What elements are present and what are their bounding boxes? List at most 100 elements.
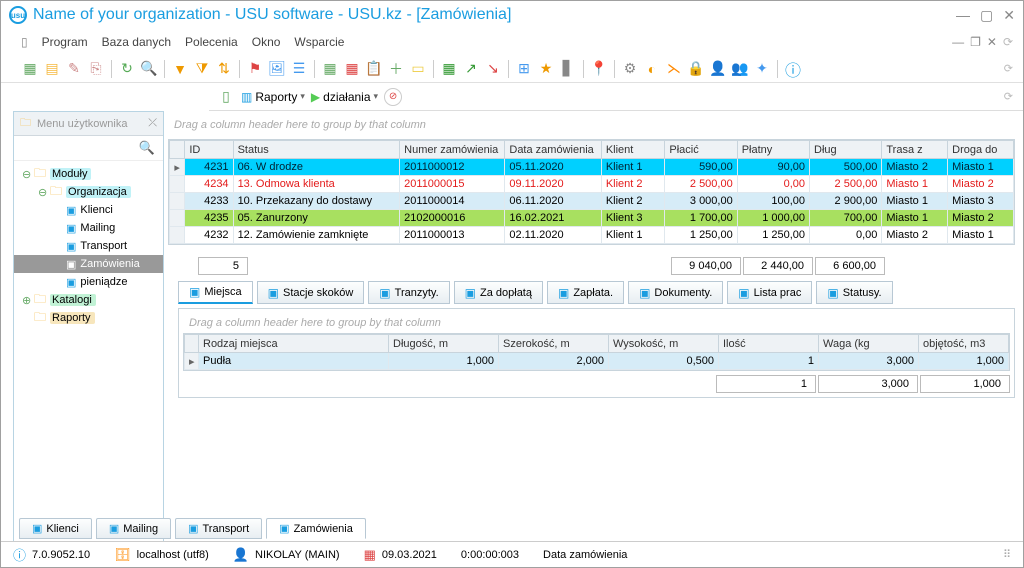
window-tab[interactable]: ▣Mailing xyxy=(96,518,171,539)
detail-tab[interactable]: ▣Lista prac xyxy=(727,281,812,304)
tool-import-icon[interactable]: ↘ xyxy=(484,60,502,78)
grid-summary: 5 9 040,00 2 440,00 6 600,00 xyxy=(168,257,1015,275)
actions-dropdown[interactable]: ▶działania xyxy=(311,90,378,104)
tree-node[interactable]: ▣Mailing xyxy=(14,219,163,237)
status-time: 0:00:00:003 xyxy=(461,549,519,561)
tool-add-icon[interactable]: ＋ xyxy=(387,60,405,78)
tool-grid-icon[interactable]: ▦ xyxy=(321,60,339,78)
mdi-help-button[interactable]: ⟳ xyxy=(1003,35,1013,49)
tool-excel-icon[interactable]: ▦ xyxy=(440,60,458,78)
summary-count: 5 xyxy=(198,257,248,275)
detail-tab[interactable]: ▣Statusy. xyxy=(816,281,892,304)
detail-tab[interactable]: ▣Za dopłatą xyxy=(454,281,543,304)
status-host: localhost (utf8) xyxy=(137,549,209,561)
tool-edit-icon[interactable]: ✎ xyxy=(65,60,83,78)
tool-image-icon[interactable]: 🖼 xyxy=(268,60,286,78)
mdi-minimize-button[interactable]: — xyxy=(952,35,964,49)
tool-lock-icon[interactable]: 🔒 xyxy=(687,60,705,78)
tool-calendar-icon[interactable]: ▦ xyxy=(343,60,361,78)
status-info-icon: ⓘ xyxy=(13,545,26,564)
menu-window[interactable]: Okno xyxy=(252,35,281,49)
window-title: Name of your organization - USU software… xyxy=(33,6,956,24)
toolbar-divider xyxy=(777,60,778,78)
sidebar-tree: ⊖🗀Moduły⊖🗀Organizacja▣Klienci▣Mailing▣Tr… xyxy=(14,161,163,331)
detail-tab[interactable]: ▣Tranzyty. xyxy=(368,281,449,304)
tool-palette-icon[interactable]: ◐ xyxy=(643,60,661,78)
tool-window-icon[interactable]: ⊞ xyxy=(515,60,533,78)
tool-clipboard-icon[interactable]: 📋 xyxy=(365,60,383,78)
tree-node[interactable]: ⊕🗀Katalogi xyxy=(14,291,163,309)
summary-total-1: 2 440,00 xyxy=(743,257,813,275)
sidebar: 🗀 Menu użytkownika ⤫ 🔍 ⊖🗀Moduły⊖🗀Organiz… xyxy=(13,111,164,551)
detail-tab[interactable]: ▣Miejsca xyxy=(178,281,253,304)
tool-chart-icon[interactable]: ▋ xyxy=(559,60,577,78)
mdi-close-button[interactable]: ✕ xyxy=(987,35,997,49)
tree-node[interactable]: ▣Klienci xyxy=(14,201,163,219)
tree-node[interactable]: ▣Transport xyxy=(14,237,163,255)
tool-list-icon[interactable]: ☰ xyxy=(290,60,308,78)
mdi-restore-button[interactable]: ❐ xyxy=(970,35,981,49)
tool-info-icon[interactable]: ⓘ xyxy=(784,60,802,78)
window-tab[interactable]: ▣Klienci xyxy=(19,518,92,539)
summary-total-2: 6 600,00 xyxy=(815,257,885,275)
tool-gear-icon[interactable]: ⚙ xyxy=(621,60,639,78)
subtool-refresh-icon[interactable]: ⟳ xyxy=(1004,90,1013,103)
subtool-grid-icon[interactable]: ▯ xyxy=(217,88,235,106)
tool-copy-icon[interactable]: ⎘ xyxy=(87,60,105,78)
menu-commands[interactable]: Polecenia xyxy=(185,35,238,49)
detail-tab[interactable]: ▣Stacje skoków xyxy=(257,281,365,304)
status-user-icon: 👤 xyxy=(233,547,249,563)
window-tab[interactable]: ▣Transport xyxy=(175,518,262,539)
tree-node[interactable]: 🗀Raporty xyxy=(14,309,163,327)
tool-doc-icon[interactable]: ▤ xyxy=(43,60,61,78)
main-grid[interactable]: IDStatusNumer zamówieniaData zamówieniaK… xyxy=(168,139,1015,245)
subgrid-summary: 1 3,000 1,000 xyxy=(183,375,1010,393)
toolbar-divider xyxy=(111,60,112,78)
minimize-button[interactable]: — xyxy=(956,7,970,24)
tool-refresh2-icon[interactable]: ⟳ xyxy=(1004,62,1013,75)
titlebar: usu Name of your organization - USU soft… xyxy=(1,1,1023,29)
tree-node[interactable]: ⊖🗀Moduły xyxy=(14,165,163,183)
close-button[interactable]: ✕ xyxy=(1003,7,1015,24)
tool-sort-icon[interactable]: ⇅ xyxy=(215,60,233,78)
status-version: 7.0.9052.10 xyxy=(32,549,90,561)
tool-note-icon[interactable]: ▭ xyxy=(409,60,427,78)
reports-dropdown[interactable]: ▥Raporty xyxy=(241,90,305,104)
sub-summary-1: 3,000 xyxy=(818,375,918,393)
tool-refresh-icon[interactable]: ↻ xyxy=(118,60,136,78)
window-tab[interactable]: ▣Zamówienia xyxy=(266,518,366,539)
tool-new-icon[interactable]: ▦ xyxy=(21,60,39,78)
detail-tab[interactable]: ▣Dokumenty. xyxy=(628,281,723,304)
maximize-button[interactable]: ▢ xyxy=(980,7,993,24)
tool-flag-icon[interactable]: ⚑ xyxy=(246,60,264,78)
tool-wand-icon[interactable]: ✦ xyxy=(753,60,771,78)
menu-support[interactable]: Wsparcie xyxy=(294,35,344,49)
detail-grid[interactable]: Rodzaj miejscaDługość, mSzerokość, mWyso… xyxy=(183,333,1010,371)
toolbar-divider xyxy=(508,60,509,78)
detail-tab[interactable]: ▣Zapłata. xyxy=(547,281,624,304)
content-area: Drag a column header here to group by th… xyxy=(168,111,1023,551)
status-db-icon: 🗄 xyxy=(114,547,131,563)
tool-funnel-icon[interactable]: ⧩ xyxy=(193,60,211,78)
menu-program[interactable]: Program xyxy=(42,35,88,49)
tool-users-icon[interactable]: 👥 xyxy=(731,60,749,78)
main-toolbar: ▦ ▤ ✎ ⎘ ↻ 🔍 ▼ ⧩ ⇅ ⚑ 🖼 ☰ ▦ ▦ 📋 ＋ ▭ ▦ ↗ ↘ … xyxy=(1,55,1023,83)
sidebar-search[interactable]: 🔍 xyxy=(14,136,163,161)
tool-star-icon[interactable]: ★ xyxy=(537,60,555,78)
tool-pin-icon[interactable]: 📍 xyxy=(590,60,608,78)
menu-database[interactable]: Baza danych xyxy=(102,35,171,49)
actions-label: działania xyxy=(323,90,370,104)
sub-summary-0: 1 xyxy=(716,375,816,393)
sub-summary-2: 1,000 xyxy=(920,375,1010,393)
tool-export-icon[interactable]: ↗ xyxy=(462,60,480,78)
tree-node[interactable]: ▣pieniądze xyxy=(14,273,163,291)
tool-filter-icon[interactable]: ▼ xyxy=(171,60,189,78)
tool-user-icon[interactable]: 👤 xyxy=(709,60,727,78)
tool-rss-icon[interactable]: ⋋ xyxy=(665,60,683,78)
sidebar-pin-icon[interactable]: ⤫ xyxy=(148,117,157,130)
tool-search-icon[interactable]: 🔍 xyxy=(140,60,158,78)
tree-node[interactable]: ▣Zamówienia xyxy=(14,255,163,273)
tree-node[interactable]: ⊖🗀Organizacja xyxy=(14,183,163,201)
menu-icon: ▯ xyxy=(21,35,28,49)
subtool-stop-icon[interactable]: ⊘ xyxy=(384,88,402,106)
